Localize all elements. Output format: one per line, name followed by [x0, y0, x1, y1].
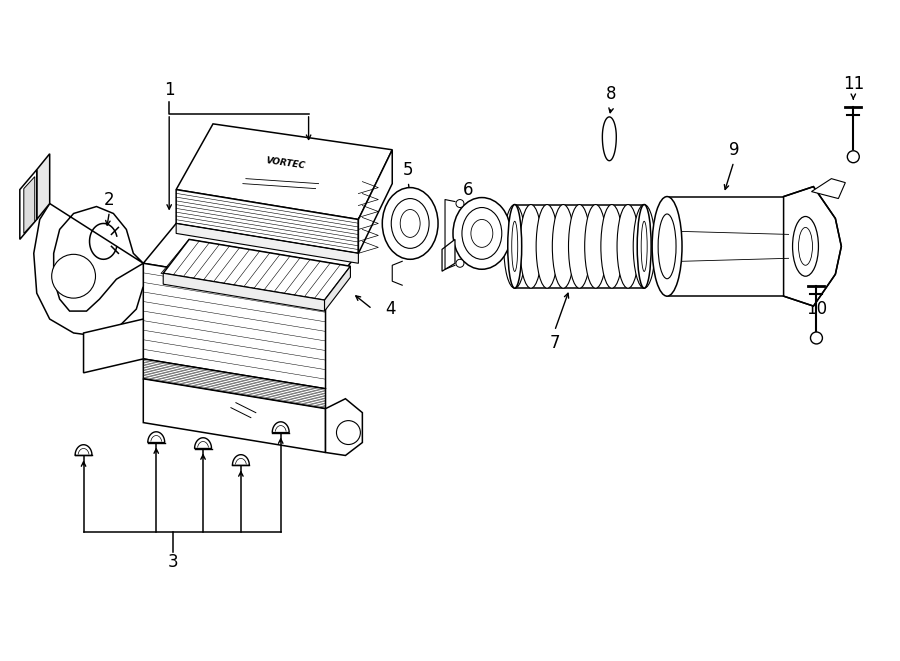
Text: 2: 2	[104, 190, 114, 209]
Polygon shape	[148, 432, 165, 442]
Text: 3: 3	[168, 553, 178, 571]
Polygon shape	[273, 422, 289, 432]
Ellipse shape	[508, 204, 522, 288]
Polygon shape	[602, 117, 616, 161]
Ellipse shape	[382, 188, 438, 259]
Ellipse shape	[553, 204, 574, 288]
Ellipse shape	[569, 204, 590, 288]
Circle shape	[456, 259, 464, 267]
Ellipse shape	[617, 204, 639, 288]
Ellipse shape	[536, 204, 558, 288]
Text: 8: 8	[606, 85, 616, 103]
Text: 9: 9	[729, 141, 739, 159]
Ellipse shape	[471, 219, 493, 247]
Text: 7: 7	[549, 334, 560, 352]
Text: VORTEC: VORTEC	[266, 157, 306, 171]
Polygon shape	[176, 124, 392, 219]
Polygon shape	[812, 178, 845, 198]
Polygon shape	[176, 223, 358, 263]
Circle shape	[51, 254, 95, 298]
Circle shape	[811, 332, 823, 344]
Text: 11: 11	[842, 75, 864, 93]
Ellipse shape	[392, 198, 429, 249]
Text: 10: 10	[806, 300, 827, 318]
Polygon shape	[143, 263, 326, 389]
Ellipse shape	[512, 221, 517, 272]
Polygon shape	[194, 438, 212, 449]
Polygon shape	[34, 204, 143, 336]
Polygon shape	[232, 455, 249, 465]
Polygon shape	[37, 154, 50, 219]
Polygon shape	[358, 150, 392, 253]
Ellipse shape	[634, 204, 655, 288]
Text: 5: 5	[403, 161, 413, 178]
Polygon shape	[84, 319, 143, 373]
Polygon shape	[143, 223, 358, 293]
Ellipse shape	[585, 204, 607, 288]
Ellipse shape	[462, 208, 502, 259]
Ellipse shape	[520, 204, 542, 288]
Ellipse shape	[658, 214, 676, 279]
Polygon shape	[176, 190, 358, 253]
Polygon shape	[784, 186, 842, 306]
Polygon shape	[325, 266, 350, 311]
Polygon shape	[163, 239, 350, 300]
Circle shape	[847, 151, 860, 163]
Text: 4: 4	[385, 300, 395, 318]
Ellipse shape	[400, 210, 420, 237]
Polygon shape	[442, 239, 455, 271]
Polygon shape	[75, 445, 92, 455]
Polygon shape	[143, 359, 326, 408]
Text: 1: 1	[164, 81, 175, 99]
Polygon shape	[23, 176, 35, 233]
Ellipse shape	[652, 196, 682, 296]
Ellipse shape	[641, 221, 647, 272]
Ellipse shape	[637, 204, 652, 288]
Circle shape	[456, 200, 464, 208]
Ellipse shape	[793, 217, 818, 276]
Ellipse shape	[453, 198, 510, 269]
Polygon shape	[326, 399, 363, 455]
Polygon shape	[20, 170, 37, 239]
Polygon shape	[163, 273, 325, 311]
Ellipse shape	[504, 204, 526, 288]
Text: 6: 6	[463, 180, 473, 198]
Ellipse shape	[601, 204, 623, 288]
Polygon shape	[143, 379, 326, 453]
Ellipse shape	[798, 227, 813, 265]
Circle shape	[337, 420, 360, 444]
